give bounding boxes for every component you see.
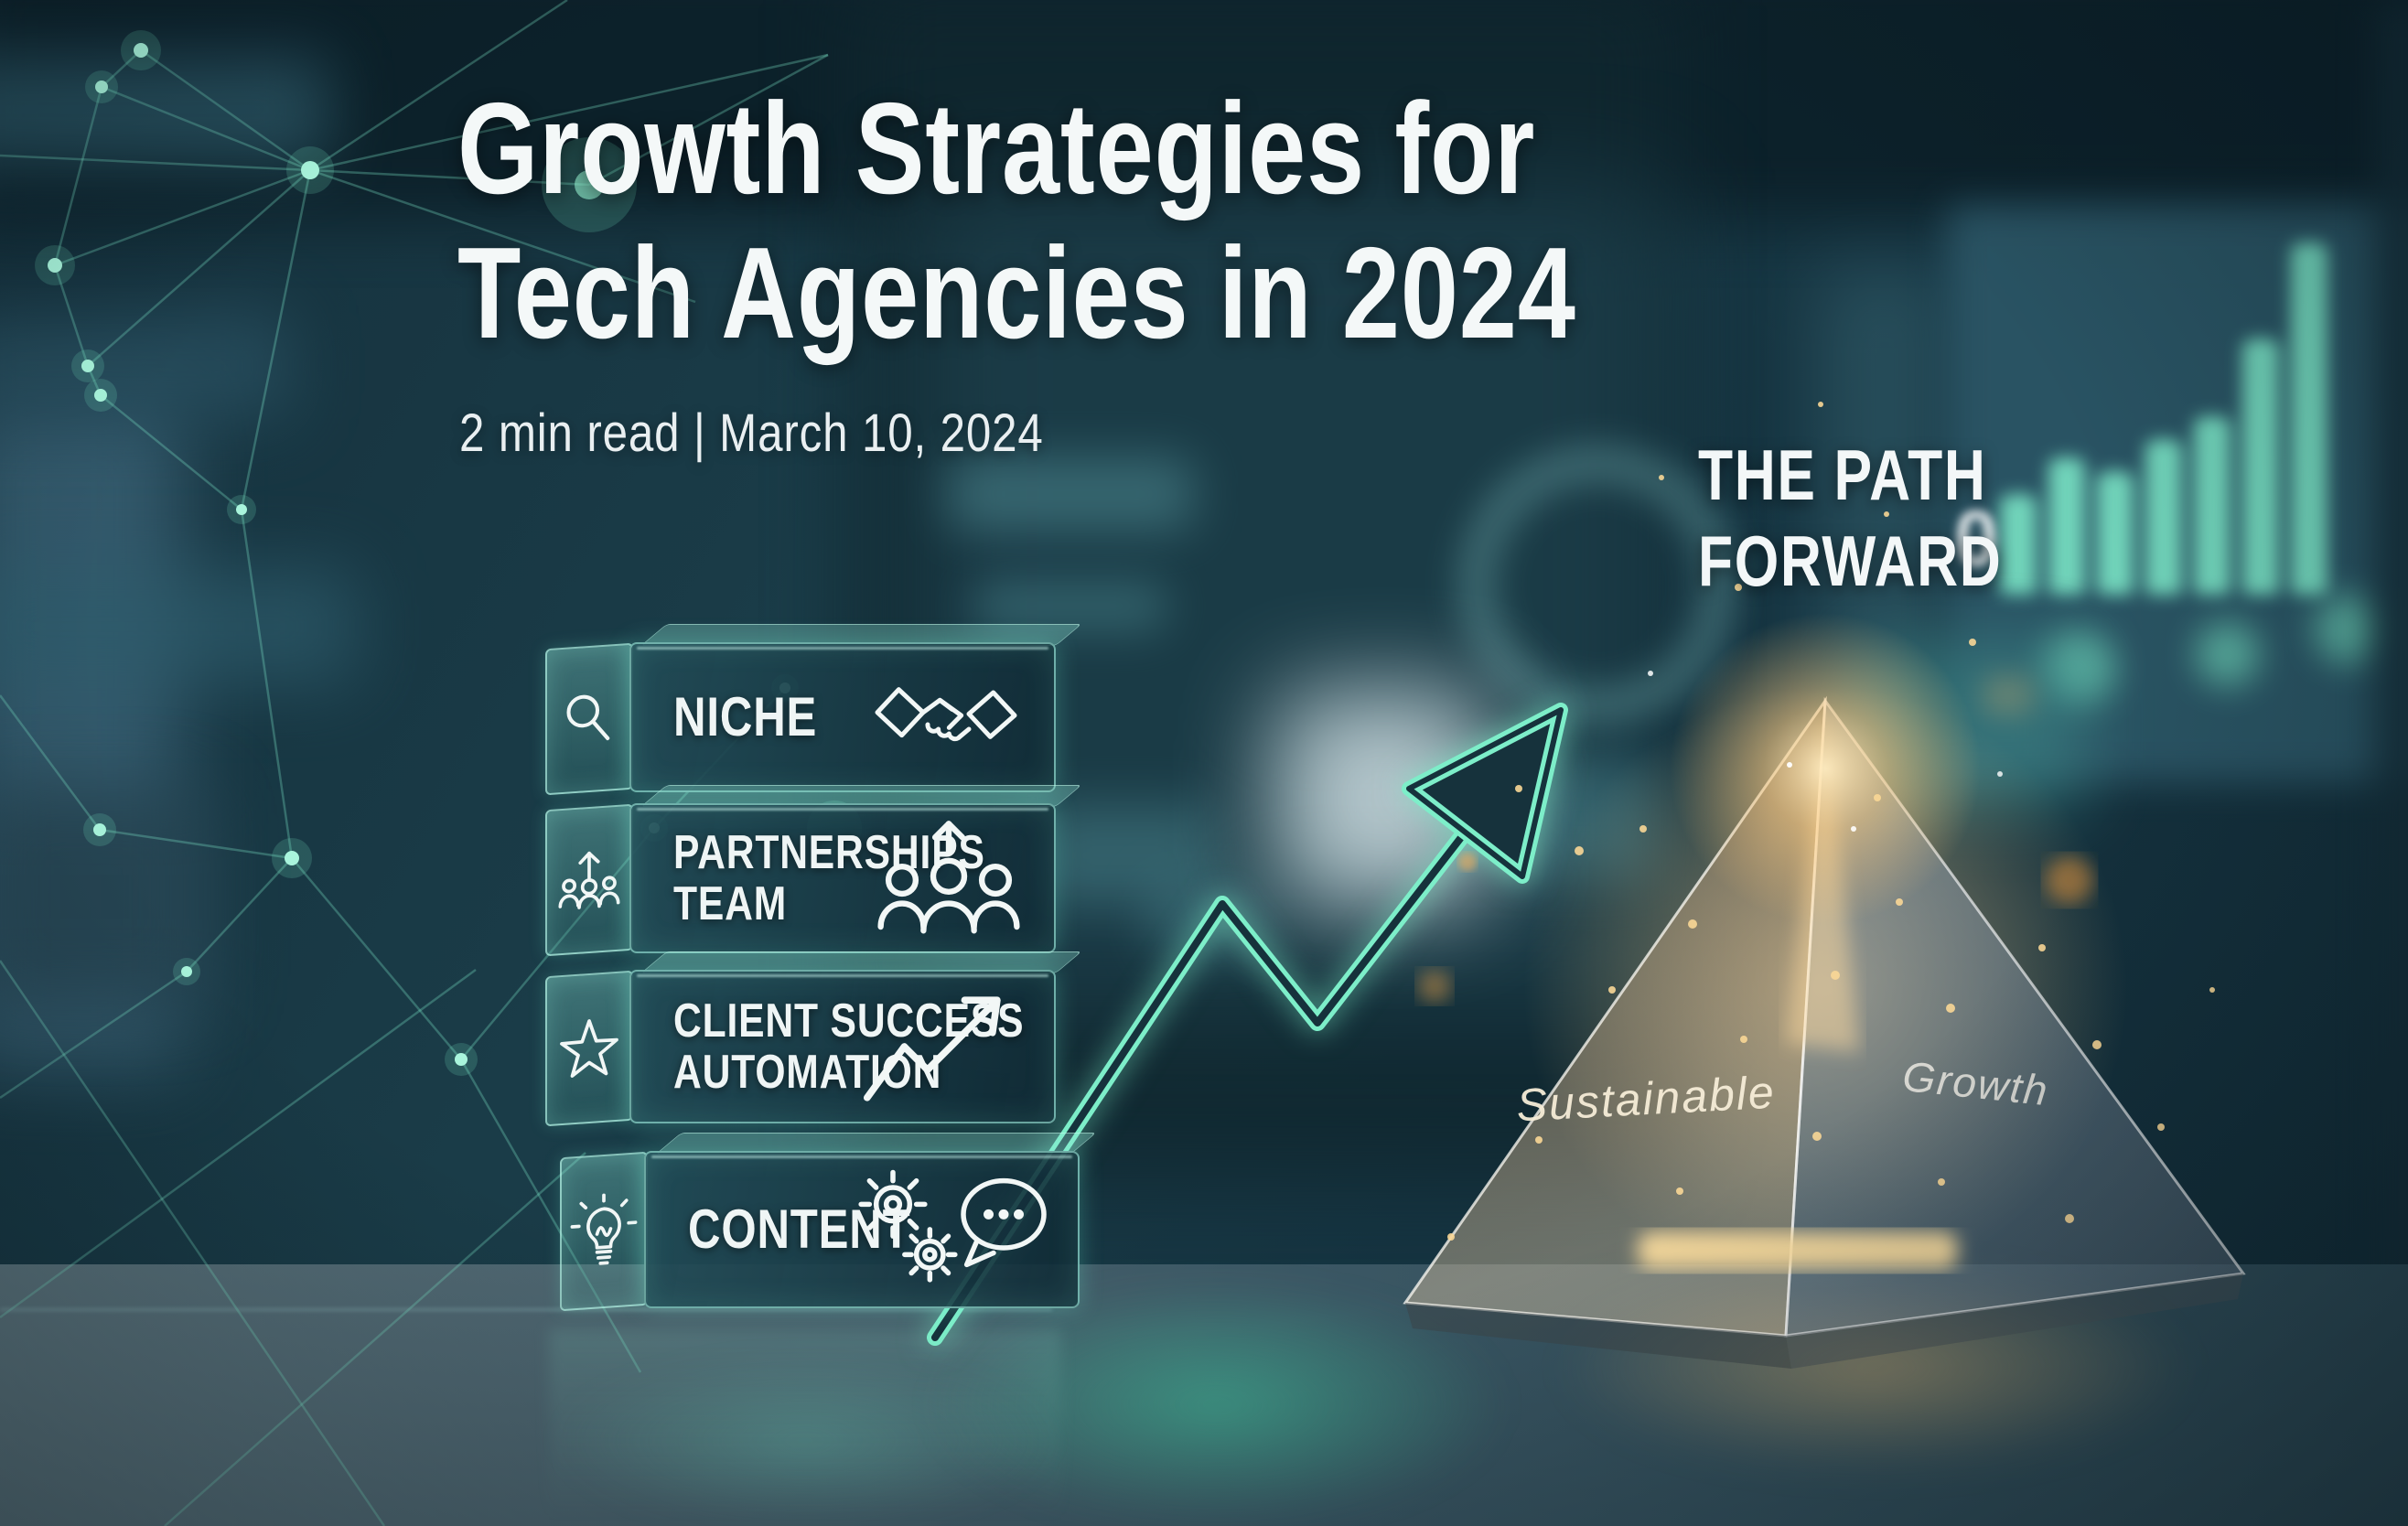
- lightbulb-icon: [560, 1151, 648, 1312]
- bg-screen-digit: 0: [1954, 495, 1998, 583]
- title-line-1: Growth Strategies for: [457, 76, 1536, 221]
- pyramid-base-glow: [1638, 1231, 1958, 1270]
- gears-chat-icon: [858, 1169, 1047, 1283]
- block-niche: NICHE: [629, 642, 1056, 792]
- path-forward-line-2: FORWARD: [1698, 521, 2003, 601]
- article-meta: 2 min read | March 10, 2024: [459, 403, 1044, 463]
- path-forward-line-1: THE PATH: [1698, 435, 1987, 515]
- people-growth-icon: [545, 803, 633, 957]
- pyramid-apex-glow: [1670, 613, 1981, 924]
- team-up-arrow-icon: [877, 821, 1020, 934]
- path-forward-heading: THE PATH FORWARD: [1698, 432, 2002, 604]
- bg-chart-dot: [2315, 595, 2384, 664]
- bg-blur-band: [0, 567, 357, 686]
- bg-blur-band: [0, 311, 293, 421]
- trend-arrow-icon: [863, 996, 1001, 1102]
- warm-bokeh: [2046, 856, 2093, 904]
- bg-chart-dot: [2196, 622, 2260, 686]
- block-label: NICHE: [673, 686, 818, 747]
- bg-dashboard-widget: [947, 457, 1194, 531]
- page-title: Growth Strategies for Tech Agencies in 2…: [457, 77, 1576, 366]
- bg-blur-band: [0, 787, 210, 1006]
- blocks-reflection-glow: [549, 1354, 1061, 1526]
- star-icon: [545, 970, 633, 1127]
- table-edge: [0, 1308, 1052, 1311]
- warm-bokeh: [1458, 853, 1477, 871]
- sparkles-layer: [1447, 402, 2215, 1241]
- block-partnerships-team: PARTNERSHIPS TEAM: [629, 803, 1056, 953]
- pyramid-base-front: [1786, 1273, 2243, 1369]
- magnifier-icon: [545, 642, 633, 796]
- bg-dashboard-widget: [974, 581, 1166, 631]
- handshake-icon: [875, 687, 1017, 742]
- warm-bokeh: [1418, 970, 1451, 1003]
- bg-blur-band: [0, 55, 329, 165]
- blocks-reflection: [549, 1328, 1061, 1521]
- block-label: CONTENT: [688, 1198, 911, 1260]
- block-client-success-automation: CLIENT SUCCESS AUTOMATION: [629, 970, 1056, 1123]
- title-line-2: Tech Agencies in 2024: [457, 220, 1576, 366]
- block-content: CONTENT: [644, 1151, 1080, 1308]
- pyramid-base-front: [1405, 1303, 1791, 1369]
- bg-barchart-bars: [2000, 229, 2393, 595]
